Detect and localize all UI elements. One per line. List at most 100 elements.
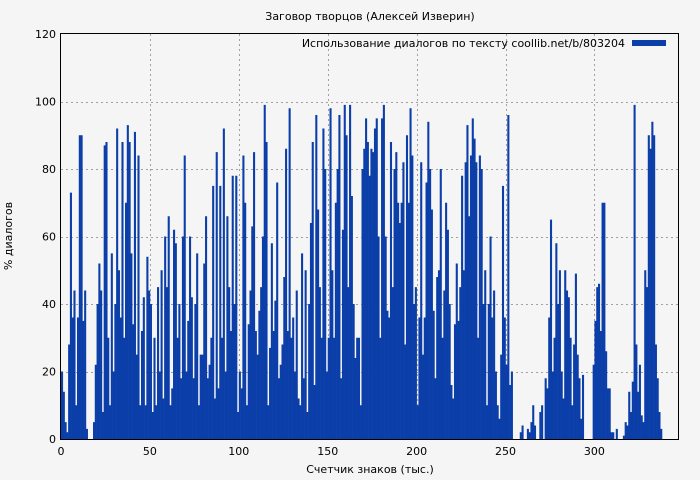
- y-tick-label: 80: [42, 163, 56, 176]
- x-axis-label: Счетчик знаков (тыс.): [306, 463, 434, 476]
- bar: [309, 223, 313, 439]
- bar: [217, 388, 220, 440]
- bar: [75, 405, 78, 439]
- bar: [71, 317, 74, 439]
- bar: [279, 364, 282, 439]
- bar: [461, 175, 464, 439]
- bar: [359, 405, 362, 439]
- bar: [251, 226, 254, 440]
- bar: [489, 236, 492, 439]
- bar: [462, 270, 465, 439]
- bar: [105, 142, 108, 439]
- bar: [389, 142, 393, 439]
- bar: [647, 135, 650, 439]
- bar: [197, 405, 200, 439]
- bar: [628, 391, 631, 439]
- bar: [405, 135, 409, 439]
- bars: [61, 104, 663, 440]
- bar: [240, 388, 243, 440]
- bar: [645, 287, 649, 440]
- bar: [164, 236, 167, 439]
- bar: [398, 223, 401, 439]
- bar: [452, 398, 455, 439]
- bar: [132, 324, 135, 439]
- bar: [253, 152, 256, 440]
- bar: [139, 405, 142, 439]
- x-tick-label: 150: [317, 445, 338, 458]
- bar: [487, 304, 490, 439]
- bar: [155, 405, 158, 439]
- bar: [165, 287, 168, 440]
- bar: [555, 243, 558, 439]
- bar: [174, 243, 177, 439]
- bar: [469, 155, 473, 439]
- bar: [173, 229, 176, 439]
- bar: [519, 432, 522, 439]
- bar: [203, 263, 206, 439]
- bar: [596, 287, 599, 440]
- bar: [327, 337, 330, 439]
- bar: [638, 364, 641, 439]
- bar: [397, 202, 400, 439]
- bar: [258, 310, 261, 439]
- x-tick-label: 50: [143, 445, 157, 458]
- bar: [459, 287, 462, 440]
- bar: [308, 304, 311, 439]
- bar: [594, 320, 597, 440]
- bar: [356, 337, 359, 439]
- bar: [546, 388, 549, 440]
- bar: [644, 270, 647, 439]
- bar: [160, 270, 163, 439]
- bar: [215, 152, 218, 440]
- bar: [441, 337, 444, 439]
- bar: [569, 337, 572, 439]
- bar: [244, 202, 247, 439]
- bar: [249, 290, 252, 439]
- bar: [400, 202, 403, 439]
- bar: [128, 142, 131, 439]
- bar: [631, 381, 634, 440]
- bar: [135, 354, 138, 440]
- bar: [578, 378, 581, 439]
- bar: [313, 385, 316, 439]
- bar: [576, 354, 579, 440]
- bar: [629, 412, 633, 439]
- bar: [633, 104, 636, 440]
- bar: [208, 364, 211, 439]
- bar: [354, 358, 357, 439]
- bar: [597, 283, 601, 439]
- plot-frame: [60, 33, 679, 440]
- bar: [238, 371, 241, 439]
- x-tick-label: 0: [58, 445, 65, 458]
- bar: [473, 138, 476, 440]
- y-tick-label: 100: [35, 96, 56, 109]
- bar: [176, 337, 179, 439]
- bar: [366, 142, 369, 439]
- bar: [84, 290, 87, 439]
- bar: [304, 270, 307, 439]
- bar: [267, 405, 270, 439]
- bar: [599, 331, 602, 439]
- bar: [341, 229, 345, 439]
- bar: [457, 320, 460, 440]
- bar: [557, 304, 560, 439]
- bar: [219, 185, 222, 440]
- bar: [189, 236, 192, 439]
- bar: [528, 432, 531, 439]
- bar: [649, 148, 652, 439]
- bar: [169, 405, 172, 439]
- bar: [277, 378, 281, 439]
- bar: [494, 371, 497, 439]
- bar: [347, 287, 350, 440]
- bar: [548, 317, 551, 439]
- bar: [498, 418, 501, 439]
- bar: [226, 216, 229, 439]
- y-tick-label: 20: [42, 366, 56, 379]
- bar: [231, 175, 234, 439]
- bar: [626, 425, 629, 439]
- y-tick-label: 0: [49, 433, 56, 446]
- bar: [221, 337, 224, 439]
- bar: [109, 405, 112, 439]
- bar: [466, 125, 469, 440]
- bar: [62, 391, 65, 439]
